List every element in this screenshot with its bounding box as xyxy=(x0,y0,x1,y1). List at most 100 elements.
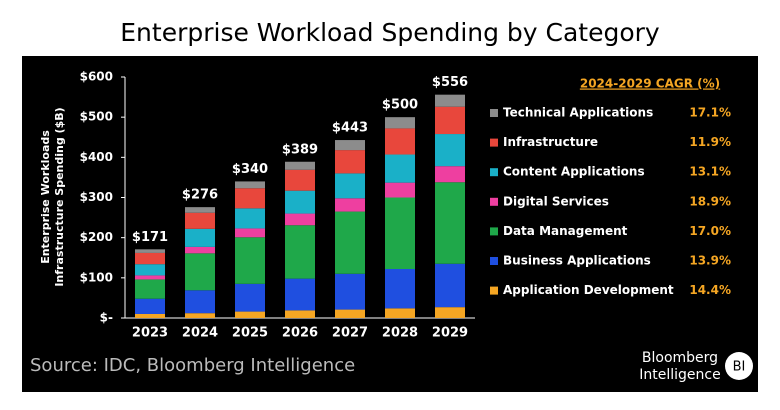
legend-cagr: 17.1% xyxy=(689,106,731,120)
y-axis-label: Infrastructure Spending ($B) xyxy=(53,107,66,286)
legend-swatch xyxy=(490,227,498,236)
legend-cagr: 11.9% xyxy=(689,135,731,149)
bar-segment xyxy=(285,161,315,170)
bar-segment xyxy=(285,225,315,279)
bar-segment xyxy=(435,182,465,264)
x-tick-label: 2029 xyxy=(432,326,468,341)
legend-label: Digital Services xyxy=(503,194,609,208)
bar-segment xyxy=(185,212,215,229)
bar-segment xyxy=(435,134,465,167)
bar-segment xyxy=(285,310,315,318)
legend-cagr: 13.9% xyxy=(689,254,731,268)
bar-segment xyxy=(235,188,265,209)
legend-label: Business Applications xyxy=(503,254,651,268)
bar-segment xyxy=(435,94,465,107)
legend-cagr: 18.9% xyxy=(689,194,731,208)
y-tick-label: $- xyxy=(100,311,113,325)
logo-badge-text: BI xyxy=(733,360,746,375)
legend-swatch xyxy=(490,286,498,295)
source: Source: IDC, Bloomberg Intelligence xyxy=(30,355,355,376)
bar-segment xyxy=(235,237,265,284)
bar-segment xyxy=(135,275,165,280)
bar-segment xyxy=(285,278,315,311)
bar-segment xyxy=(385,154,415,183)
bar-segment xyxy=(185,290,215,314)
bar-segment xyxy=(235,181,265,189)
bar-segment xyxy=(135,264,165,276)
bar-segment xyxy=(385,117,415,129)
chart-title: Enterprise Workload Spending by Category xyxy=(120,18,660,47)
y-axis-label: Enterprise Workloads xyxy=(39,130,52,264)
total-label: $389 xyxy=(282,142,318,157)
total-label: $556 xyxy=(432,75,468,90)
legend-label: Technical Applications xyxy=(503,106,653,120)
total-label: $276 xyxy=(182,188,218,203)
logo-text: Bloomberg xyxy=(642,350,718,366)
x-tick-label: 2027 xyxy=(332,326,368,341)
bar-segment xyxy=(435,307,465,318)
bar-segment xyxy=(135,298,165,314)
bar-segment xyxy=(385,128,415,155)
bar-segment xyxy=(185,313,215,318)
bar-segment xyxy=(385,182,415,198)
bar-segment xyxy=(435,166,465,183)
bar-segment xyxy=(285,169,315,191)
logo-text: Intelligence xyxy=(639,367,720,383)
legend-title: 2024-2029 CAGR (%) xyxy=(580,77,720,91)
legend-label: Data Management xyxy=(503,224,628,238)
bar-segment xyxy=(385,308,415,318)
bar-segment xyxy=(435,106,465,135)
legend-label: Infrastructure xyxy=(503,135,598,149)
x-tick-label: 2025 xyxy=(232,326,268,341)
legend-cagr: 14.4% xyxy=(689,283,731,297)
bar-segment xyxy=(335,198,365,212)
bar-segment xyxy=(185,253,215,291)
total-label: $500 xyxy=(382,98,418,113)
total-label: $171 xyxy=(132,230,168,245)
y-tick-label: $200 xyxy=(80,230,113,244)
legend-swatch xyxy=(490,197,498,206)
y-tick-label: $500 xyxy=(80,110,113,124)
legend-swatch xyxy=(490,168,498,177)
bar-segment xyxy=(335,173,365,199)
bar-segment xyxy=(135,313,165,318)
legend-swatch xyxy=(490,138,498,147)
bar-segment xyxy=(185,207,215,213)
y-tick-label: $300 xyxy=(80,190,113,204)
legend-swatch xyxy=(490,109,498,117)
x-tick-label: 2024 xyxy=(182,326,218,341)
total-label: $443 xyxy=(332,121,368,136)
bar-segment xyxy=(335,309,365,318)
bar-segment xyxy=(285,190,315,214)
bar-segment xyxy=(135,279,165,299)
x-tick-label: 2026 xyxy=(282,326,318,341)
legend-cagr: 17.0% xyxy=(689,224,731,238)
bar-segment xyxy=(135,252,165,265)
bar-segment xyxy=(335,273,365,310)
bar-segment xyxy=(435,263,465,308)
bar-segment xyxy=(235,311,265,318)
total-label: $340 xyxy=(232,162,268,177)
bar-segment xyxy=(185,246,215,254)
bar-segment xyxy=(235,228,265,238)
y-tick-label: $400 xyxy=(80,150,113,164)
x-tick-label: 2028 xyxy=(382,326,418,341)
bar-segment xyxy=(335,150,365,174)
y-tick-label: $100 xyxy=(80,270,113,284)
bar-segment xyxy=(385,268,415,309)
bar-segment xyxy=(285,213,315,226)
bar-segment xyxy=(235,208,265,229)
legend-cagr: 13.1% xyxy=(689,165,731,179)
legend-label: Content Applications xyxy=(503,165,645,179)
bar-segment xyxy=(135,249,165,253)
y-tick-label: $600 xyxy=(80,70,113,84)
bar-segment xyxy=(185,228,215,247)
logo-badge xyxy=(725,352,753,380)
bar-segment xyxy=(235,283,265,312)
legend-label: Application Development xyxy=(503,283,674,297)
bar-segment xyxy=(335,140,365,151)
bar-segment xyxy=(385,197,415,269)
legend-swatch xyxy=(490,257,498,265)
x-tick-label: 2023 xyxy=(132,326,168,341)
